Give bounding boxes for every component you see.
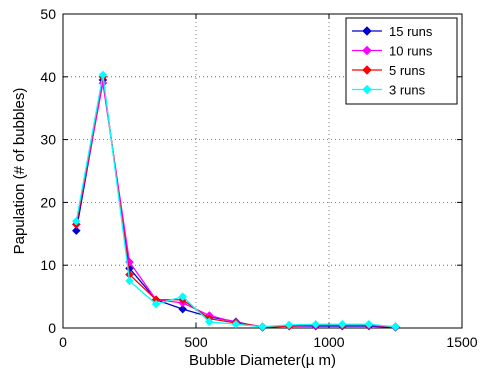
y-tick-label: 40 <box>40 69 56 85</box>
x-tick-label: 0 <box>59 334 67 350</box>
data-point <box>337 319 347 329</box>
legend-label: 5 runs <box>389 63 426 78</box>
y-axis-label: Papulation (# of bubbles) <box>11 88 28 255</box>
legend-marker <box>362 26 372 36</box>
data-point <box>178 292 188 301</box>
x-tick-label: 1000 <box>313 334 344 350</box>
data-point <box>71 216 81 226</box>
legend-label: 15 runs <box>389 24 433 39</box>
x-axis-label: Bubble Diameter(µ m) <box>189 352 336 369</box>
legend-label: 10 runs <box>389 44 433 59</box>
data-point <box>284 320 294 330</box>
data-point <box>364 319 374 329</box>
data-point <box>178 304 188 314</box>
legend-label: 3 runs <box>389 83 426 98</box>
data-point <box>151 299 161 309</box>
legend-marker <box>362 45 372 56</box>
data-point <box>125 276 134 286</box>
series-4 <box>71 70 400 332</box>
y-tick-label: 10 <box>40 257 56 273</box>
data-point <box>71 226 81 236</box>
data-point <box>391 322 400 332</box>
y-tick-label: 0 <box>48 320 56 336</box>
y-tick-label: 20 <box>40 194 56 210</box>
data-point <box>98 70 108 80</box>
axes: 0 500 1000 1500 0 10 20 30 40 50 <box>40 6 477 350</box>
x-tick-label: 500 <box>184 334 208 350</box>
series-group <box>71 70 400 332</box>
data-point <box>204 317 214 327</box>
data-point <box>231 319 241 329</box>
legend: 15 runs 10 runs 5 runs 3 runs <box>345 17 458 105</box>
data-point <box>311 319 321 329</box>
legend-marker <box>362 84 372 95</box>
y-tick-label: 30 <box>40 132 56 148</box>
y-tick-label: 50 <box>40 6 56 22</box>
x-tick-label: 1500 <box>446 334 477 350</box>
data-point <box>258 322 267 332</box>
legend-marker <box>362 65 372 75</box>
